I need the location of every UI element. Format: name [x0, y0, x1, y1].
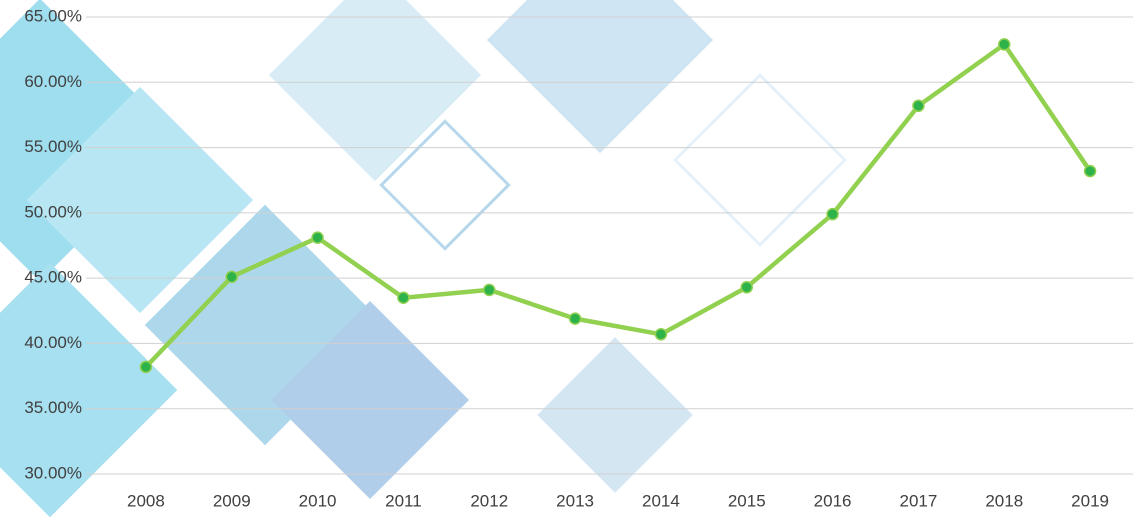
- x-tick-label: 2016: [814, 491, 852, 510]
- y-tick-label: 55.00%: [24, 137, 82, 156]
- marker: [913, 100, 924, 111]
- y-tick-label: 50.00%: [24, 202, 82, 221]
- marker: [1085, 166, 1096, 177]
- y-tick-label: 65.00%: [24, 6, 82, 25]
- marker: [827, 209, 838, 220]
- marker: [999, 39, 1010, 50]
- x-tick-label: 2015: [728, 491, 766, 510]
- x-tick-label: 2018: [985, 491, 1023, 510]
- background-decoration: [0, 0, 845, 517]
- marker: [312, 232, 323, 243]
- y-tick-label: 30.00%: [24, 463, 82, 482]
- marker: [484, 284, 495, 295]
- x-tick-label: 2017: [900, 491, 938, 510]
- x-tick-label: 2009: [213, 491, 251, 510]
- y-tick-label: 45.00%: [24, 268, 82, 287]
- y-tick-label: 40.00%: [24, 333, 82, 352]
- marker: [570, 313, 581, 324]
- marker: [398, 292, 409, 303]
- x-tick-label: 2014: [642, 491, 680, 510]
- x-tick-label: 2011: [385, 491, 422, 510]
- x-tick-label: 2013: [556, 491, 594, 510]
- x-tick-label: 2019: [1071, 491, 1109, 510]
- y-tick-label: 60.00%: [24, 72, 82, 91]
- marker: [226, 271, 237, 282]
- x-tick-label: 2010: [299, 491, 337, 510]
- marker: [140, 361, 151, 372]
- x-tick-label: 2008: [127, 491, 165, 510]
- chart: 30.00% 35.00% 40.00% 45.00% 50.00% 55.00% 60.0…: [0, 0, 1133, 519]
- x-tick-label: 2012: [470, 491, 508, 510]
- marker: [655, 329, 666, 340]
- marker: [741, 282, 752, 293]
- y-tick-label: 35.00%: [24, 398, 82, 417]
